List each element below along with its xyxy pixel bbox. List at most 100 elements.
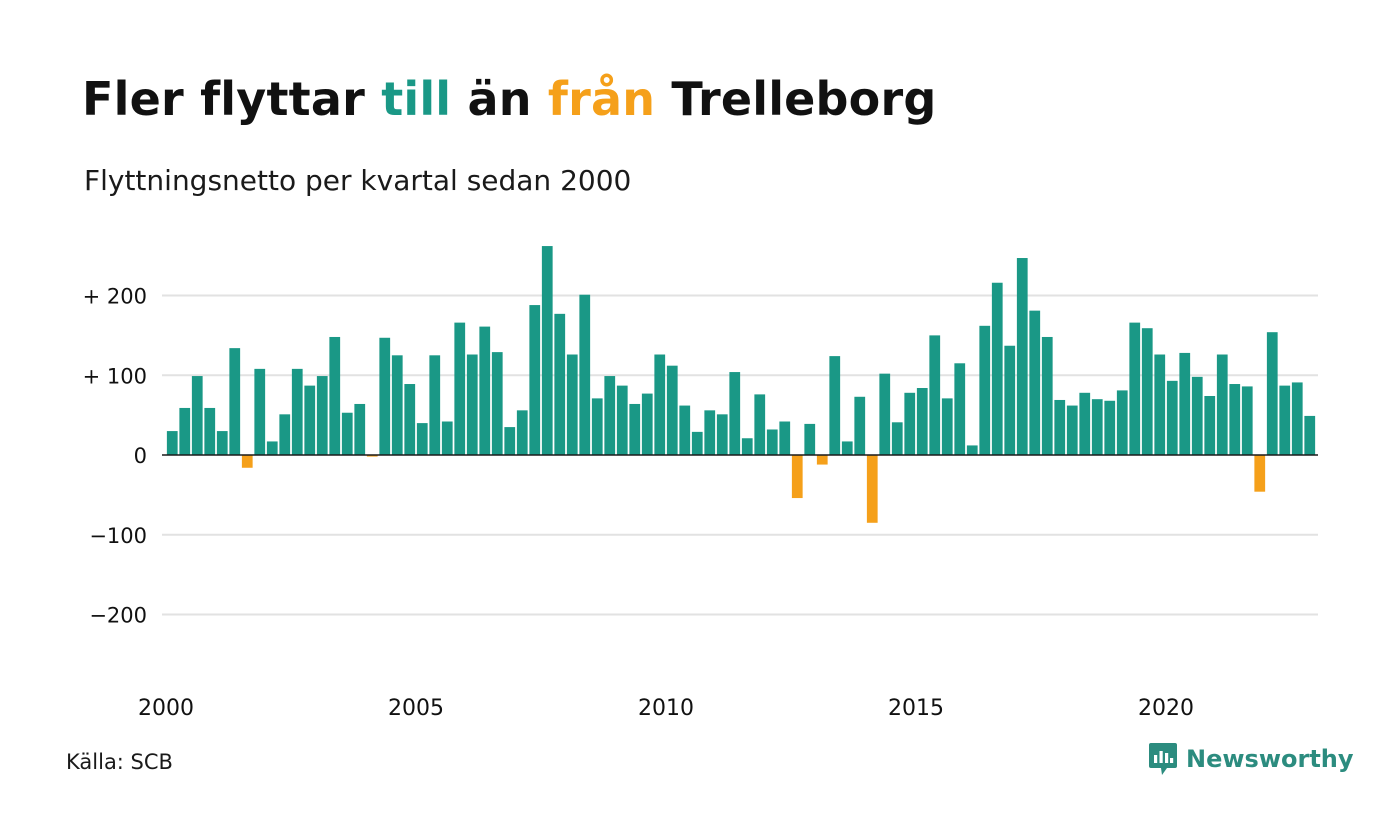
title-text-3: Trelleborg xyxy=(655,72,937,126)
bar-q61 xyxy=(916,388,928,455)
bar-q80 xyxy=(1154,354,1166,455)
bar-q38 xyxy=(629,403,641,455)
x-tick-label: 2000 xyxy=(138,696,194,721)
bar-q59 xyxy=(891,422,903,455)
bar-q26 xyxy=(479,326,491,455)
bar-q30 xyxy=(529,305,541,455)
bar-q53 xyxy=(816,455,828,465)
bar-q39 xyxy=(641,393,653,455)
bar-q77 xyxy=(1116,390,1128,455)
bar-q71 xyxy=(1041,336,1053,455)
bar-q16 xyxy=(354,403,366,455)
bar-q28 xyxy=(504,427,516,455)
bar-q79 xyxy=(1141,328,1153,455)
bar-q84 xyxy=(1204,395,1216,456)
brand-name: Newsworthy xyxy=(1186,745,1354,773)
axis-labels: + 200 + 100 0 −100 −200 2000 2005 2010 2015 2020 xyxy=(83,285,1318,721)
bar-q44 xyxy=(704,410,716,455)
bar-q34 xyxy=(579,294,591,455)
brand-logo: Newsworthy xyxy=(1148,742,1354,776)
title-text-2: än xyxy=(451,72,548,126)
bar-q89 xyxy=(1266,332,1278,455)
bar-q31 xyxy=(541,246,553,455)
source-label: Källa: SCB xyxy=(66,750,173,774)
chart-subtitle: Flyttningsnetto per kvartal sedan 2000 xyxy=(84,164,632,197)
bar-q55 xyxy=(841,441,853,455)
bar-q69 xyxy=(1016,258,1028,455)
bar-q49 xyxy=(766,429,778,455)
bar-q72 xyxy=(1054,399,1066,455)
x-tick-label: 2010 xyxy=(638,696,694,721)
bar-q23 xyxy=(441,421,453,455)
bar-q25 xyxy=(466,354,478,455)
bar-q87 xyxy=(1241,386,1253,455)
bar-q41 xyxy=(666,365,678,455)
bar-q11 xyxy=(291,368,303,455)
bar-q42 xyxy=(679,405,691,456)
bar-q37 xyxy=(616,385,628,455)
bar-q68 xyxy=(1004,345,1016,455)
bar-q65 xyxy=(966,445,978,455)
title-word-till: till xyxy=(381,72,452,126)
bar-q14 xyxy=(329,336,341,455)
bar-q2 xyxy=(179,407,191,455)
y-tick-label: −100 xyxy=(89,524,147,548)
bar-q54 xyxy=(829,356,841,455)
bar-q76 xyxy=(1104,400,1116,455)
bar-q6 xyxy=(229,348,241,455)
bar-q5 xyxy=(216,431,228,455)
bar-q50 xyxy=(779,421,791,455)
newsworthy-logo-icon xyxy=(1149,743,1177,775)
x-tick-label: 2005 xyxy=(388,696,444,721)
bar-q63 xyxy=(941,398,953,455)
title-word-fran: från xyxy=(547,72,656,126)
bar-q73 xyxy=(1066,405,1078,456)
bar-q60 xyxy=(904,392,916,455)
bar-q10 xyxy=(279,414,291,455)
bar-q27 xyxy=(491,352,503,455)
y-tick-label: + 100 xyxy=(83,364,147,388)
bar-q85 xyxy=(1216,354,1228,455)
bar-q92 xyxy=(1304,415,1316,455)
bar-q12 xyxy=(304,385,316,455)
bar-q67 xyxy=(991,282,1003,455)
bar-q22 xyxy=(429,355,441,455)
bar-q15 xyxy=(341,412,353,455)
bar-q66 xyxy=(979,325,991,455)
bar-q58 xyxy=(879,373,891,455)
bar-q46 xyxy=(729,372,741,455)
bar-q1 xyxy=(166,431,178,455)
bar-q47 xyxy=(741,438,753,455)
bar-q4 xyxy=(204,407,216,455)
bar-q45 xyxy=(716,414,728,455)
bar-q78 xyxy=(1129,322,1141,455)
bar-q35 xyxy=(591,398,603,455)
bar-q3 xyxy=(191,376,203,455)
bar-q70 xyxy=(1029,310,1041,455)
bar-q36 xyxy=(604,376,616,455)
y-tick-label: 0 xyxy=(134,444,147,468)
bar-q13 xyxy=(316,376,328,455)
bar-q8 xyxy=(254,368,266,455)
bar-q81 xyxy=(1166,380,1178,455)
bar-q51 xyxy=(791,455,803,499)
bar-q40 xyxy=(654,354,666,455)
chart-title: Fler flyttar till än från Trelleborg xyxy=(82,72,937,126)
x-tick-label: 2020 xyxy=(1138,696,1194,721)
bar-q24 xyxy=(454,322,466,455)
bar-q9 xyxy=(266,441,278,455)
y-tick-label: + 200 xyxy=(83,285,147,309)
bars xyxy=(166,246,1316,523)
bar-q29 xyxy=(516,410,528,455)
bar-chart: + 200 + 100 0 −100 −200 2000 2005 2010 2015 2020 xyxy=(83,246,1318,721)
bar-q88 xyxy=(1254,455,1266,492)
bar-q74 xyxy=(1079,392,1091,455)
bar-q52 xyxy=(804,423,816,455)
bar-q62 xyxy=(929,335,941,456)
bar-q91 xyxy=(1291,382,1303,455)
bar-q32 xyxy=(554,313,566,455)
bar-q57 xyxy=(866,455,878,523)
title-text-1: Fler flyttar xyxy=(82,72,382,126)
bar-q18 xyxy=(379,337,391,455)
bar-q19 xyxy=(391,355,403,455)
